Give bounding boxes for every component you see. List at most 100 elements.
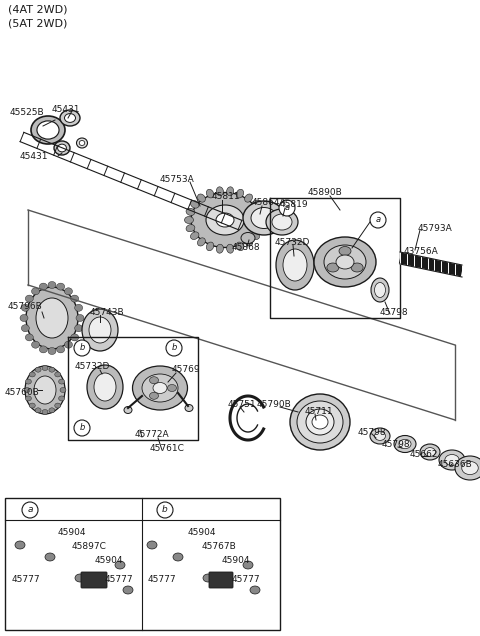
Text: 45753A: 45753A xyxy=(160,175,195,184)
Text: 45819: 45819 xyxy=(280,200,309,209)
Ellipse shape xyxy=(455,456,480,480)
Text: 45790B: 45790B xyxy=(257,400,292,409)
Ellipse shape xyxy=(89,317,111,343)
Text: 45772A: 45772A xyxy=(135,430,169,439)
Ellipse shape xyxy=(227,244,234,253)
Ellipse shape xyxy=(149,392,158,399)
Ellipse shape xyxy=(312,415,328,429)
Ellipse shape xyxy=(31,116,65,144)
Ellipse shape xyxy=(115,561,125,569)
Text: 45732D: 45732D xyxy=(75,362,110,371)
Ellipse shape xyxy=(462,461,478,474)
Ellipse shape xyxy=(39,346,48,353)
Ellipse shape xyxy=(256,216,265,223)
Ellipse shape xyxy=(64,341,72,348)
Ellipse shape xyxy=(35,367,41,372)
Text: (5AT 2WD): (5AT 2WD) xyxy=(8,18,67,28)
FancyBboxPatch shape xyxy=(81,572,107,588)
Text: 45798: 45798 xyxy=(380,308,408,317)
Ellipse shape xyxy=(57,346,65,353)
Ellipse shape xyxy=(186,208,195,216)
Ellipse shape xyxy=(236,242,244,251)
Ellipse shape xyxy=(314,237,376,287)
Ellipse shape xyxy=(59,379,65,384)
Ellipse shape xyxy=(336,255,354,269)
Ellipse shape xyxy=(54,141,70,155)
Ellipse shape xyxy=(32,341,39,348)
Text: 45890B: 45890B xyxy=(308,188,343,197)
Ellipse shape xyxy=(49,367,55,372)
Ellipse shape xyxy=(339,247,351,256)
FancyBboxPatch shape xyxy=(5,498,280,630)
Text: 45525B: 45525B xyxy=(10,108,45,117)
Ellipse shape xyxy=(197,238,205,246)
Ellipse shape xyxy=(245,238,252,246)
Text: 45662: 45662 xyxy=(410,450,439,459)
Ellipse shape xyxy=(306,409,334,435)
Ellipse shape xyxy=(45,553,55,561)
Circle shape xyxy=(157,502,173,518)
Ellipse shape xyxy=(206,190,214,198)
Ellipse shape xyxy=(227,187,234,196)
Ellipse shape xyxy=(370,428,390,444)
Ellipse shape xyxy=(251,200,260,208)
Ellipse shape xyxy=(29,403,35,408)
Text: b: b xyxy=(162,506,168,515)
Ellipse shape xyxy=(272,214,292,230)
Ellipse shape xyxy=(76,314,84,322)
Ellipse shape xyxy=(255,208,264,216)
Text: 45431: 45431 xyxy=(52,105,81,114)
Text: 45761C: 45761C xyxy=(150,444,185,453)
Text: 45777: 45777 xyxy=(12,575,41,584)
Ellipse shape xyxy=(79,141,85,146)
Ellipse shape xyxy=(399,439,411,448)
Ellipse shape xyxy=(168,385,177,392)
Ellipse shape xyxy=(22,325,29,332)
Text: b: b xyxy=(79,343,84,352)
Ellipse shape xyxy=(29,372,35,377)
Ellipse shape xyxy=(197,194,205,202)
Ellipse shape xyxy=(241,233,255,244)
Ellipse shape xyxy=(149,377,158,384)
Ellipse shape xyxy=(94,373,116,401)
Ellipse shape xyxy=(153,382,167,394)
Ellipse shape xyxy=(76,138,87,148)
Ellipse shape xyxy=(297,401,343,443)
Ellipse shape xyxy=(351,263,363,272)
Ellipse shape xyxy=(245,194,252,202)
Ellipse shape xyxy=(203,574,213,582)
Ellipse shape xyxy=(39,283,48,290)
Text: b: b xyxy=(79,424,84,432)
Ellipse shape xyxy=(35,408,41,413)
Circle shape xyxy=(74,420,90,436)
Ellipse shape xyxy=(59,396,65,401)
Ellipse shape xyxy=(132,366,188,410)
Ellipse shape xyxy=(25,366,65,414)
Text: 45769: 45769 xyxy=(172,365,201,374)
Ellipse shape xyxy=(283,249,307,281)
Ellipse shape xyxy=(25,396,31,401)
Ellipse shape xyxy=(206,242,214,251)
Ellipse shape xyxy=(64,288,72,295)
Text: 45732D: 45732D xyxy=(275,238,311,247)
Ellipse shape xyxy=(60,110,80,126)
Ellipse shape xyxy=(74,325,83,332)
Ellipse shape xyxy=(184,216,193,223)
Text: a: a xyxy=(285,204,289,212)
Ellipse shape xyxy=(186,225,195,232)
Text: 45793A: 45793A xyxy=(418,224,453,233)
Text: 45767B: 45767B xyxy=(202,542,237,551)
Text: 45743B: 45743B xyxy=(90,308,125,317)
Text: 45904: 45904 xyxy=(222,556,251,565)
Circle shape xyxy=(370,212,386,228)
Ellipse shape xyxy=(71,295,79,302)
Ellipse shape xyxy=(123,586,133,594)
Ellipse shape xyxy=(191,200,199,208)
Ellipse shape xyxy=(439,450,465,470)
Ellipse shape xyxy=(42,410,48,415)
Ellipse shape xyxy=(142,374,178,402)
Text: a: a xyxy=(27,506,33,515)
Ellipse shape xyxy=(374,432,385,440)
Ellipse shape xyxy=(25,295,33,302)
Text: 45897C: 45897C xyxy=(72,542,107,551)
